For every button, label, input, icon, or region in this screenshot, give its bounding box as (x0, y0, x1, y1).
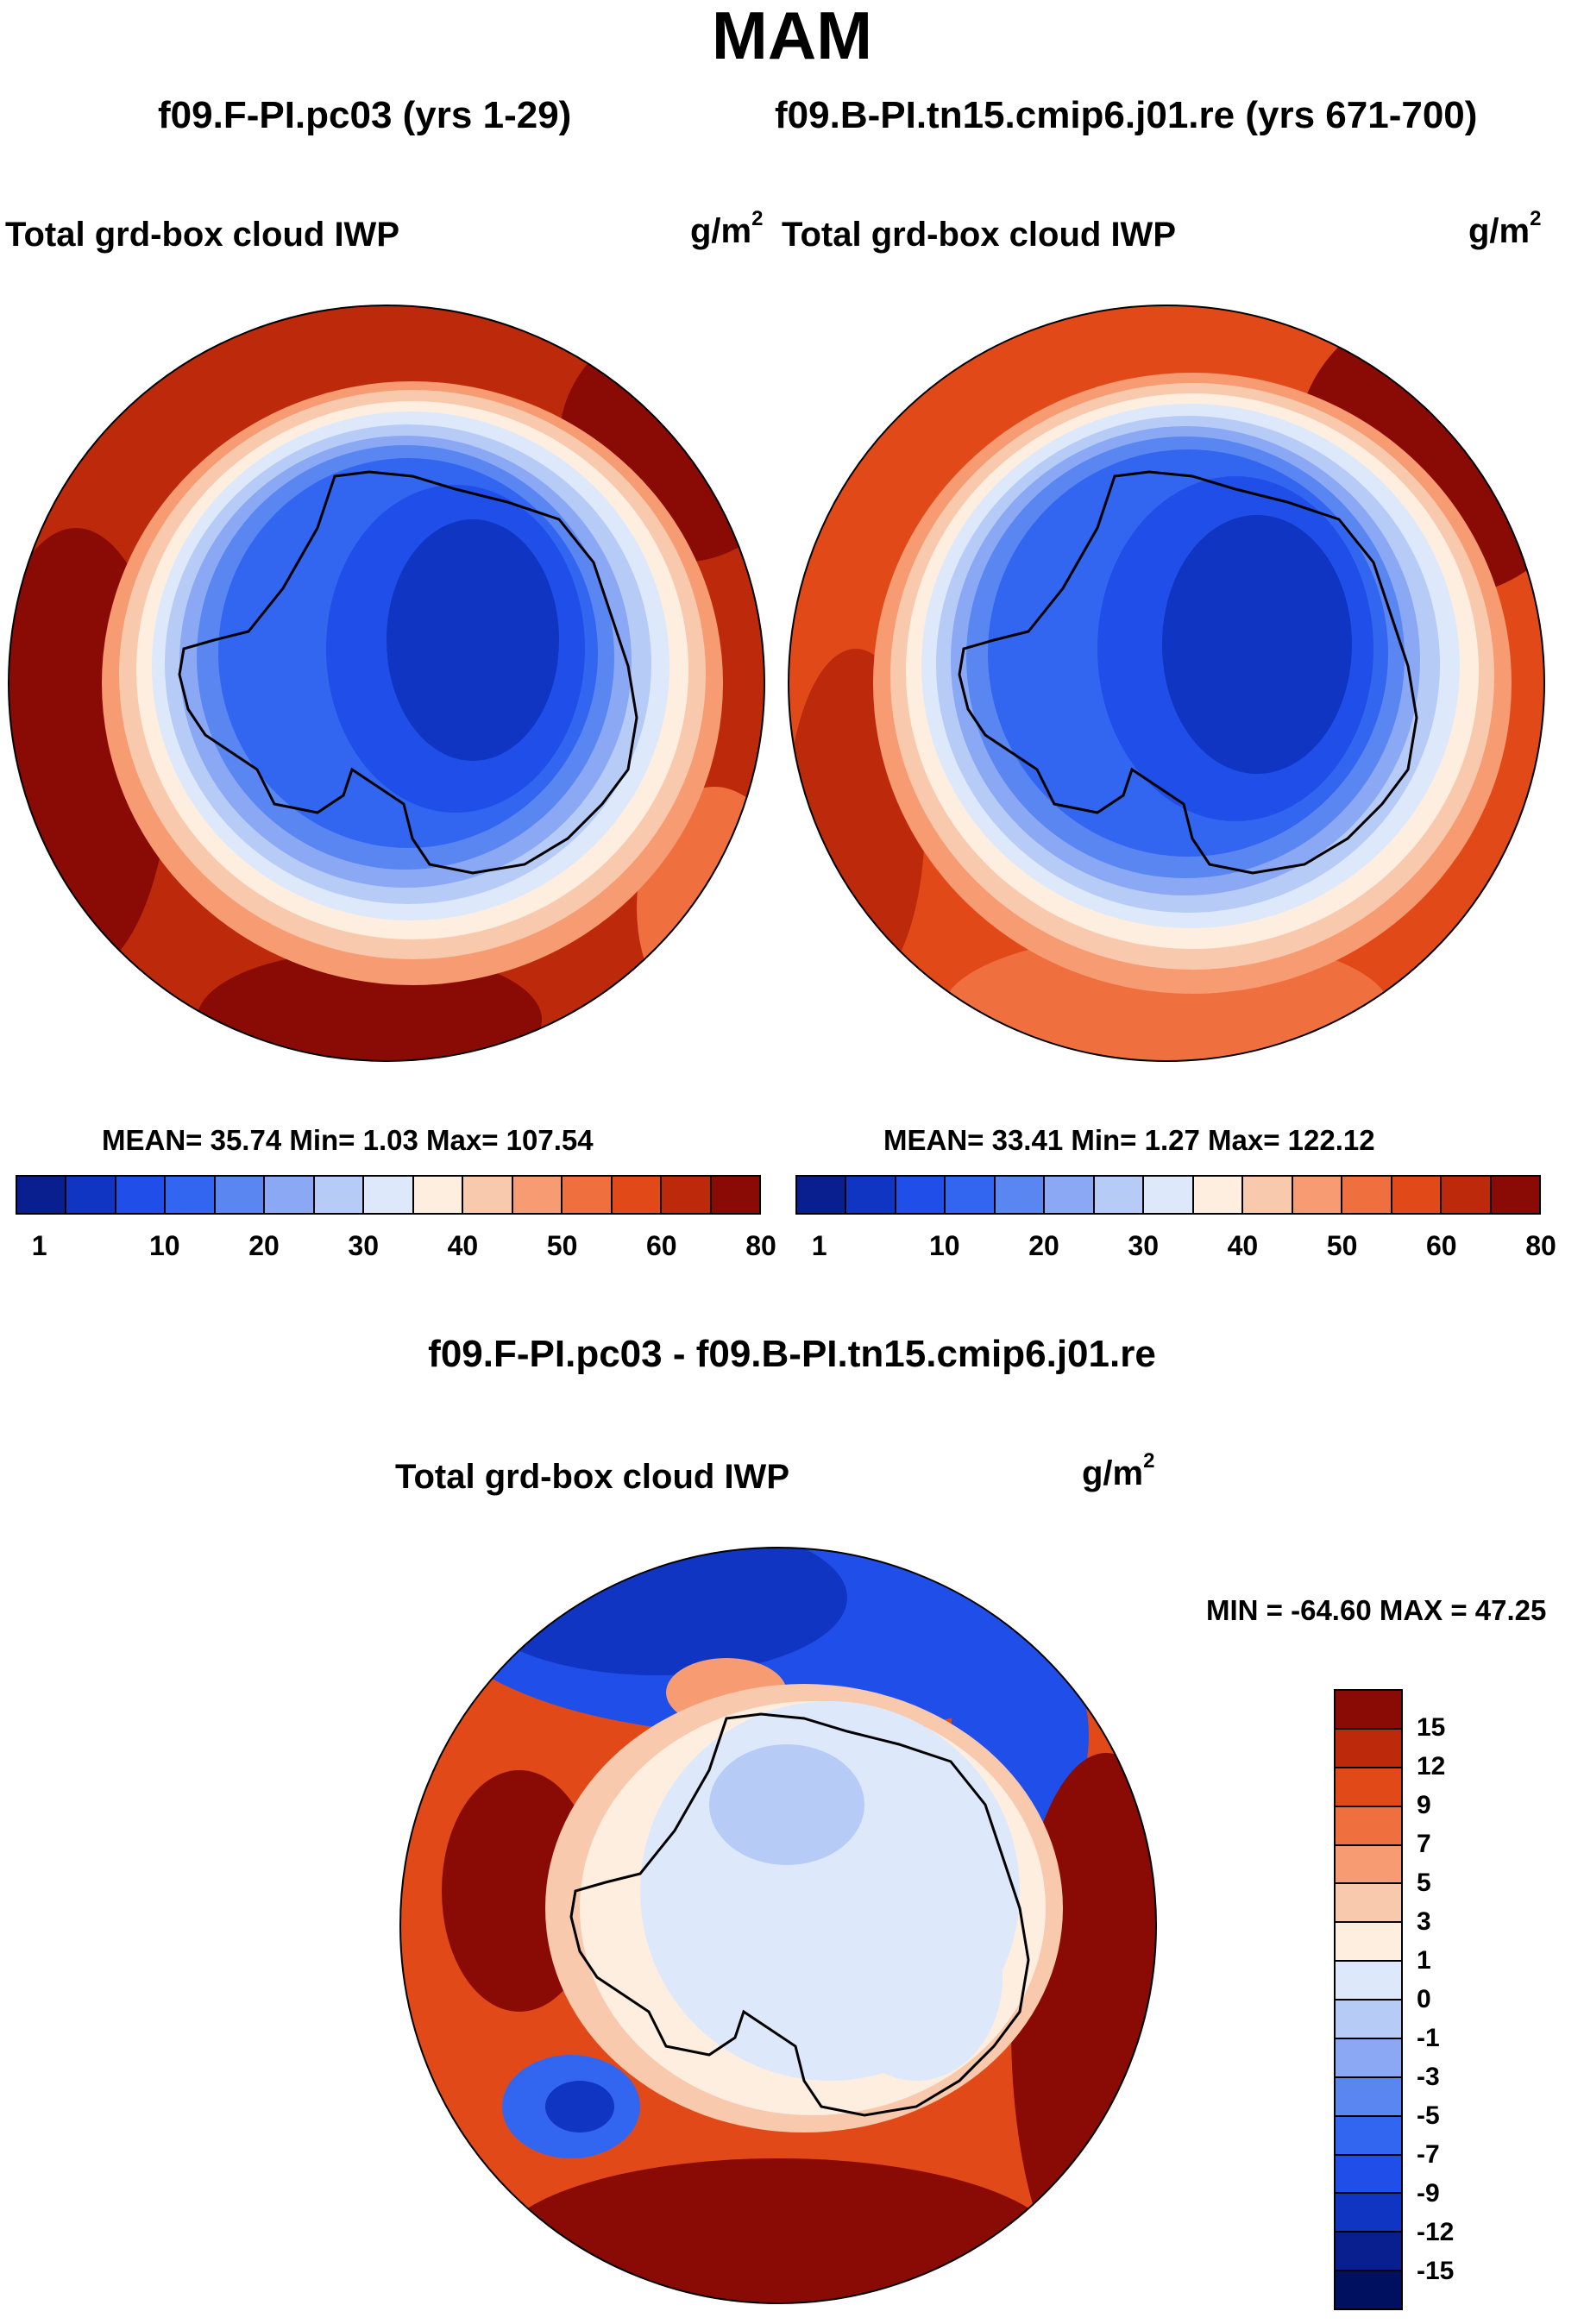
panel1-units: g/m2 (690, 207, 764, 250)
diff-variable: Total grd-box cloud IWP (395, 1458, 789, 1496)
panel2-colorbar (795, 1175, 1541, 1215)
colorbar-tick-label: 1 (31, 1230, 47, 1261)
colorbar-swatch (1336, 2271, 1401, 2308)
colorbar-swatch (995, 1177, 1046, 1213)
colorbar-tick-label: 60 (1426, 1230, 1457, 1261)
colorbar-tick-label: 50 (1326, 1230, 1358, 1261)
colorbar-tick-label: 30 (348, 1230, 379, 1261)
colorbar-swatch (1243, 1177, 1293, 1213)
colorbar-swatch (1336, 2194, 1401, 2233)
colorbar-swatch (1336, 2077, 1401, 2117)
diff-case-title: f09.F-PI.pc03 - f09.B-PI.tn15.cmip6.j01.… (428, 1333, 1156, 1375)
diff-polar-map (399, 1547, 1157, 2304)
colorbar-tick-label: 40 (447, 1230, 479, 1261)
colorbar-tick-label: -15 (1417, 2257, 1455, 2285)
colorbar-swatch (17, 1177, 67, 1213)
colorbar-swatch (1292, 1177, 1343, 1213)
figure-title: MAM (711, 0, 873, 73)
colorbar-swatch (1336, 2116, 1401, 2156)
colorbar-swatch (662, 1177, 712, 1213)
colorbar-tick-label: 60 (646, 1230, 677, 1261)
colorbar-swatch (711, 1177, 760, 1213)
colorbar-swatch (66, 1177, 116, 1213)
panel1-colorbar (16, 1175, 761, 1215)
colorbar-swatch (166, 1177, 216, 1213)
colorbar-swatch (1336, 2233, 1401, 2272)
colorbar-swatch (1336, 1806, 1401, 1846)
colorbar-swatch (116, 1177, 167, 1213)
diff-colorbar (1334, 1689, 1403, 2310)
panel1-colorbar-ticks: 1 10 20 30 40 50 60 80 (16, 1230, 776, 1263)
colorbar-tick-label: 0 (1417, 1985, 1431, 2013)
colorbar-swatch (612, 1177, 663, 1213)
colorbar-swatch (797, 1177, 847, 1213)
colorbar-swatch (1336, 2038, 1401, 2078)
colorbar-swatch (1193, 1177, 1244, 1213)
colorbar-tick-label: 3 (1417, 1907, 1431, 1936)
diff-units: g/m2 (1082, 1449, 1155, 1492)
colorbar-swatch (1342, 1177, 1392, 1213)
colorbar-swatch (314, 1177, 365, 1213)
colorbar-tick-label: 80 (745, 1230, 776, 1261)
colorbar-swatch (1392, 1177, 1443, 1213)
colorbar-swatch (1336, 1691, 1401, 1730)
colorbar-tick-label: 9 (1417, 1791, 1431, 1819)
colorbar-swatch (413, 1177, 464, 1213)
colorbar-swatch (364, 1177, 414, 1213)
diff-stats: MIN = -64.60 MAX = 47.25 (1206, 1594, 1547, 1626)
colorbar-tick-label: 1 (1417, 1946, 1431, 1975)
colorbar-tick-label: -7 (1417, 2140, 1440, 2169)
panel2-stats: MEAN= 33.41 Min= 1.27 Max= 122.12 (883, 1124, 1375, 1156)
colorbar-swatch (1336, 1768, 1401, 1807)
colorbar-swatch (1144, 1177, 1194, 1213)
colorbar-tick-label: 10 (929, 1230, 960, 1261)
colorbar-swatch (1045, 1177, 1095, 1213)
panel2-case-title: f09.B-PI.tn15.cmip6.j01.re (yrs 671-700) (775, 94, 1478, 136)
colorbar-swatch (463, 1177, 513, 1213)
colorbar-swatch (1336, 1845, 1401, 1885)
colorbar-swatch (1336, 2155, 1401, 2195)
colorbar-swatch (846, 1177, 896, 1213)
colorbar-swatch (215, 1177, 266, 1213)
colorbar-tick-label: 15 (1417, 1713, 1446, 1742)
colorbar-tick-label: 30 (1128, 1230, 1159, 1261)
colorbar-swatch (1336, 1923, 1401, 1963)
colorbar-tick-label: 1 (811, 1230, 827, 1261)
panel1-case-title: f09.F-PI.pc03 (yrs 1-29) (158, 94, 572, 136)
colorbar-tick-label: 10 (149, 1230, 180, 1261)
colorbar-swatch (1442, 1177, 1492, 1213)
panel2-variable: Total grd-box cloud IWP (782, 216, 1176, 254)
colorbar-tick-label: 80 (1525, 1230, 1556, 1261)
panel1-polar-map (8, 305, 765, 1062)
colorbar-swatch (1336, 1962, 1401, 2001)
panel2-units: g/m2 (1468, 207, 1542, 250)
colorbar-tick-label: -9 (1417, 2179, 1440, 2208)
colorbar-tick-label: -5 (1417, 2101, 1440, 2130)
colorbar-swatch (896, 1177, 946, 1213)
colorbar-swatch (512, 1177, 563, 1213)
colorbar-tick-label: 12 (1417, 1752, 1446, 1781)
colorbar-swatch (1491, 1177, 1540, 1213)
colorbar-tick-label: -1 (1417, 2024, 1440, 2052)
panel2-polar-map (788, 305, 1545, 1062)
panel2-colorbar-ticks: 1 10 20 30 40 50 60 80 (795, 1230, 1556, 1263)
colorbar-tick-label: 20 (248, 1230, 280, 1261)
diff-colorbar-ticks: 15 12 9 7 5 3 1 0 -1 -3 -5 -7 -9 -12 -15 (1417, 1689, 1520, 2310)
colorbar-tick-label: 5 (1417, 1869, 1431, 1897)
panel1-stats: MEAN= 35.74 Min= 1.03 Max= 107.54 (102, 1124, 594, 1156)
panel1-variable: Total grd-box cloud IWP (5, 216, 399, 254)
colorbar-swatch (946, 1177, 996, 1213)
colorbar-swatch (1336, 2001, 1401, 2039)
colorbar-swatch (1336, 1729, 1401, 1768)
colorbar-swatch (1094, 1177, 1145, 1213)
colorbar-tick-label: -12 (1417, 2218, 1455, 2246)
colorbar-tick-label: 7 (1417, 1830, 1431, 1858)
colorbar-swatch (1336, 1884, 1401, 1924)
colorbar-swatch (563, 1177, 613, 1213)
colorbar-tick-label: 50 (546, 1230, 578, 1261)
colorbar-tick-label: -3 (1417, 2063, 1440, 2091)
colorbar-swatch (265, 1177, 315, 1213)
colorbar-tick-label: 20 (1028, 1230, 1059, 1261)
colorbar-tick-label: 40 (1227, 1230, 1259, 1261)
